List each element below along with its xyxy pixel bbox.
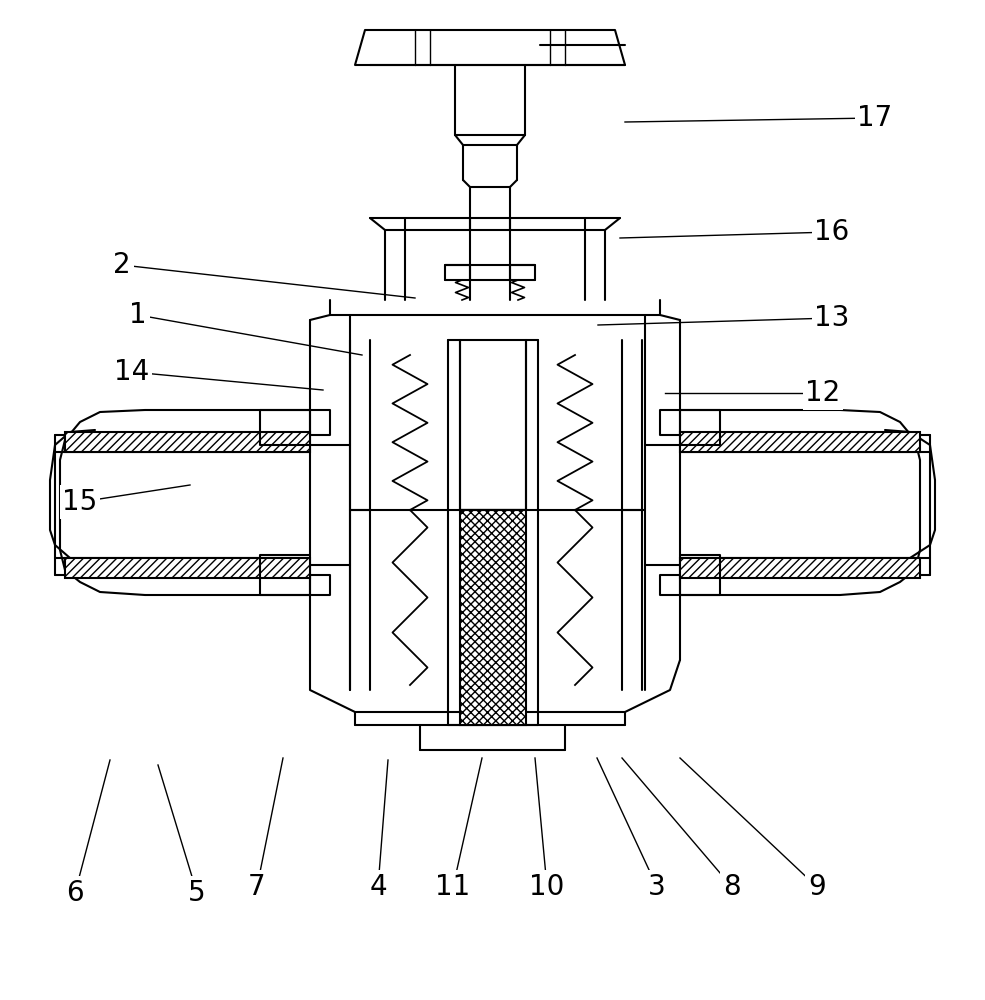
Text: 17: 17 [857,104,892,132]
Text: 12: 12 [806,379,840,407]
Text: 13: 13 [815,304,850,332]
Text: 8: 8 [723,873,741,901]
Text: 3: 3 [648,873,666,901]
Text: 7: 7 [248,873,266,901]
Text: 2: 2 [113,251,131,279]
Text: 4: 4 [369,873,387,901]
Text: 15: 15 [62,488,98,516]
Bar [65,558,310,578]
Text: 16: 16 [815,218,850,246]
Bar [680,432,920,452]
Text: 1: 1 [129,301,147,329]
Text: 5: 5 [188,879,206,907]
Text: 11: 11 [435,873,471,901]
Text: 6: 6 [66,879,84,907]
Bar [460,510,526,725]
Text: 10: 10 [529,873,564,901]
Text: 14: 14 [114,358,150,386]
Bar [680,558,920,578]
Bar [65,432,310,452]
Text: 9: 9 [808,873,825,901]
